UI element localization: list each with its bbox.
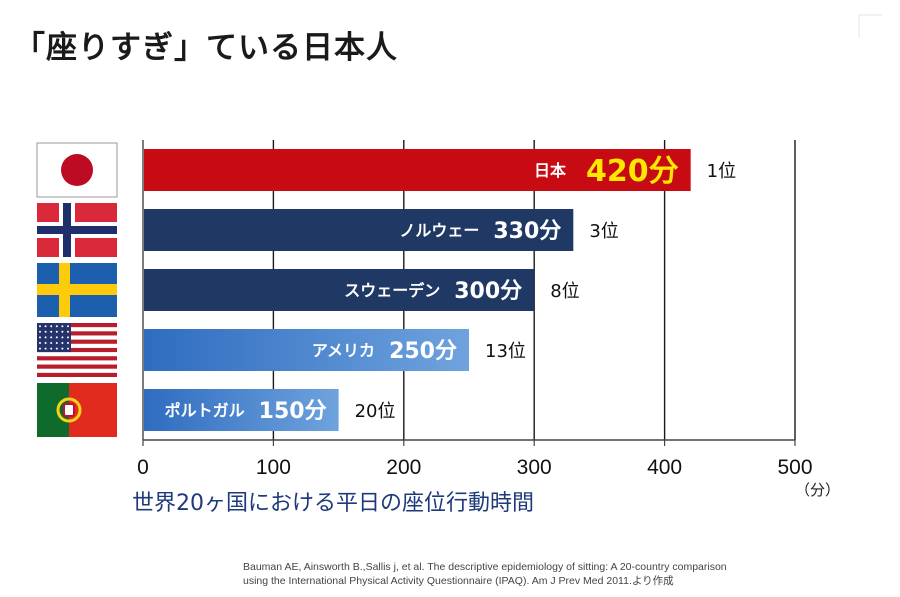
usa-flag-stripe [37,364,117,369]
usa-flag-star [44,342,47,344]
bar-value-label: 150分 [259,399,327,424]
x-axis-unit: （分） [795,481,841,499]
usa-flag [37,323,117,377]
usa-flag-star [39,347,41,350]
usa-flag-star [39,336,41,339]
bar [144,149,691,191]
portugal-flag-sphere [56,397,82,423]
bar-value-label: 330分 [493,219,561,244]
portugal-flag [37,383,117,437]
sweden-flag [37,263,117,317]
bar-value-label: 250分 [389,339,457,364]
usa-flag-star [67,336,69,339]
usa-flag-canton [37,323,71,353]
usa-flag-star [61,342,64,344]
x-axis: 0 100 200 300 400 500 [137,140,813,479]
usa-flag-star [61,336,64,339]
rank-label: 13位 [485,341,526,362]
flags [36,142,118,437]
usa-flag-star [44,330,47,333]
bar [144,269,535,311]
rank-label: 8位 [550,281,579,302]
x-tick-label: 400 [647,456,682,479]
corner-mark [858,14,882,38]
usa-flag-star [50,325,53,328]
citation-line-2: using the International Physical Activit… [243,575,674,587]
usa-flag-star [67,347,69,350]
usa-flag-stripe [37,372,117,377]
page-title: 「座りすぎ」ている日本人 [14,30,398,66]
x-tick-label: 0 [137,456,149,479]
usa-flag-star [55,347,58,350]
japan-flag [36,142,118,198]
usa-flag-star [44,336,47,339]
bar-value-label: 420分 [586,154,679,189]
usa-flag-star [39,342,41,344]
usa-flag-star [55,330,58,333]
x-tick-label: 100 [256,456,291,479]
usa-flag-star [67,342,69,344]
usa-flag-star [50,336,53,339]
usa-flag-star [55,342,58,344]
chart-subtitle: 世界20ヶ国における平日の座位行動時間 [132,491,534,516]
sweden-flag-yellow-h [37,284,117,295]
x-tick-label: 500 [777,456,812,479]
bar-value-label: 300分 [454,279,522,304]
usa-flag-star [50,330,53,333]
usa-flag-stripe [37,356,117,361]
x-tick-label: 200 [386,456,421,479]
usa-flag-stripe [37,323,117,328]
usa-flag-star [67,325,69,328]
usa-flag-star [39,330,41,333]
usa-flag-star [39,325,41,328]
bar-category-label: スウェーデン [344,281,440,300]
rank-label: 20位 [355,401,396,422]
usa-flag-star [61,325,64,328]
usa-flag-stripe [37,347,117,353]
citation-line-1: Bauman AE, Ainsworth B.,Sallis j, et al.… [243,561,727,573]
norway-flag [37,203,117,257]
usa-flag-stripe [37,331,117,336]
japan-flag-sun [61,154,93,186]
usa-flag-stripe [37,339,117,344]
rank-label: 1位 [707,161,736,182]
usa-flag-star [67,330,69,333]
bar [144,329,469,371]
citation: Bauman AE, Ainsworth B.,Sallis j, et al.… [243,560,727,588]
usa-flag-star [61,347,64,350]
bar [144,209,574,251]
rank-label: 3位 [589,221,618,242]
bar-category-label: ノルウェー [399,221,479,240]
usa-flag-star [55,325,58,328]
usa-flag-star [44,325,47,328]
bar-category-label: 日本 [534,161,566,180]
usa-flag-star [55,336,58,339]
bar-category-label: ポルトガル [165,401,245,420]
usa-flag-star [61,330,64,333]
norway-flag-blue-h [37,226,117,234]
x-tick-label: 300 [517,456,552,479]
bar [144,389,339,431]
usa-flag-star [50,342,53,344]
usa-flag-star [44,347,47,350]
bar-category-label: アメリカ [312,341,375,360]
portugal-flag-shield [63,403,75,417]
usa-flag-star [50,347,53,350]
